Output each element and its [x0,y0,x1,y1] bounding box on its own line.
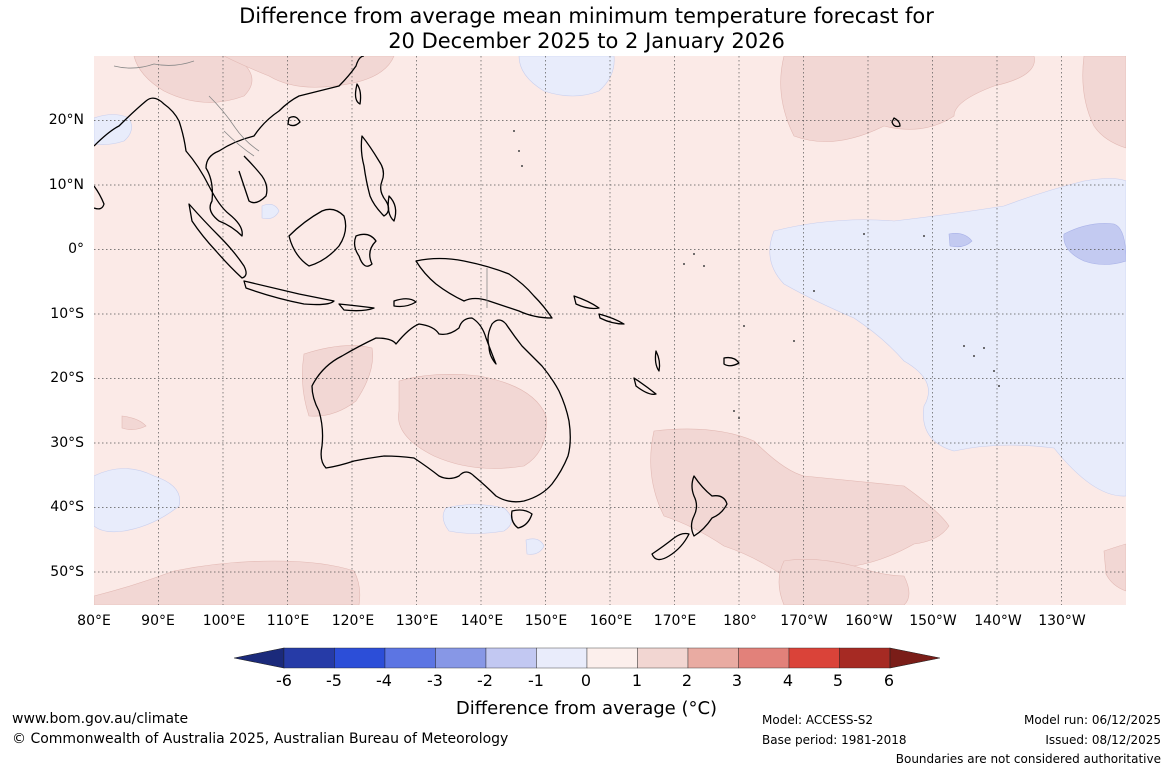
lat-label-10N: 10°N [48,177,84,193]
lon-label-130W: 130°W [1038,613,1086,629]
lon-label-130E: 130°E [395,613,439,629]
colorbar-extend-low [234,647,285,669]
model-run-date: Model run: 06/12/2025 [1023,713,1161,727]
title-line-2: 20 December 2025 to 2 January 2026 [388,29,785,53]
colorbar-bin [283,647,335,669]
lon-label-150W: 150°W [909,613,957,629]
lon-label-160E: 160°E [589,613,633,629]
anomaly-map [94,56,1126,605]
colorbar-label: -2 [477,671,493,690]
colorbar-label: 4 [782,671,794,690]
lon-label-170W: 170°W [780,613,828,629]
title-line-1: Difference from average mean minimum tem… [239,4,934,28]
colorbar-label: -5 [326,671,342,690]
colorbar-label: 5 [832,671,844,690]
colorbar-label: 1 [631,671,643,690]
graticule [94,56,1126,605]
cooler-anomaly-regions [948,223,1126,265]
colorbar-bin [788,647,840,669]
copyright-text: © Commonwealth of Australia 2025, Austra… [12,731,509,747]
colorbar-label: 2 [681,671,693,690]
colorbar-bin [485,647,537,669]
lat-label-10S: 10°S [50,306,84,322]
map-title: Difference from average mean minimum tem… [0,4,1173,54]
lon-label-160W: 160°W [845,613,893,629]
colorbar-bin [839,647,891,669]
issued-date: Issued: 08/12/2025 [1045,733,1161,747]
colorbar-bin [384,647,436,669]
model-name: Model: ACCESS-S2 [762,713,874,727]
colorbar-label: -4 [376,671,392,690]
lon-label-90E: 90°E [141,613,175,629]
pacific-islands [513,130,1000,419]
lat-label-20S: 20°S [50,370,84,386]
colorbar [234,647,940,669]
colorbar-label: -1 [528,671,544,690]
colorbar-segments [234,647,940,669]
lat-label-0: 0° [68,241,84,257]
lon-label-140E: 140°E [460,613,504,629]
colorbar-label: -3 [427,671,443,690]
lon-label-80E: 80°E [77,613,111,629]
colorbar-bin [435,647,487,669]
colorbar-bin [738,647,790,669]
website-link[interactable]: www.bom.gov.au/climate [12,711,189,727]
colorbar-label: -6 [276,671,292,690]
colorbar-title: Difference from average (°C) [455,698,718,719]
lat-label-20N: 20°N [48,112,84,128]
lon-label-110E: 110°E [266,613,310,629]
base-period: Base period: 1981-2018 [762,733,907,747]
lat-label-30S: 30°S [50,435,84,451]
colorbar-bin [536,647,588,669]
colorbar-extend-high [889,647,940,669]
colorbar-bin [586,647,638,669]
colorbar-bin [334,647,386,669]
lat-label-40S: 40°S [50,499,84,515]
lon-label-170E: 170°E [653,613,697,629]
boundaries-disclaimer: Boundaries are not considered authoritat… [895,752,1161,766]
warm-anomaly-regions [94,56,1126,605]
colorbar-bin [687,647,739,669]
country-borders [113,60,488,308]
colorbar-label: 6 [883,671,895,690]
lon-label-180: 180° [723,613,757,629]
colorbar-bin [637,647,689,669]
lon-label-150E: 150°E [524,613,568,629]
coastlines [94,56,901,561]
lon-label-140W: 140°W [974,613,1022,629]
colorbar-label: 3 [731,671,743,690]
colorbar-label: 0 [580,671,592,690]
lon-label-100E: 100°E [202,613,246,629]
lon-label-120E: 120°E [331,613,375,629]
lat-label-50S: 50°S [50,564,84,580]
